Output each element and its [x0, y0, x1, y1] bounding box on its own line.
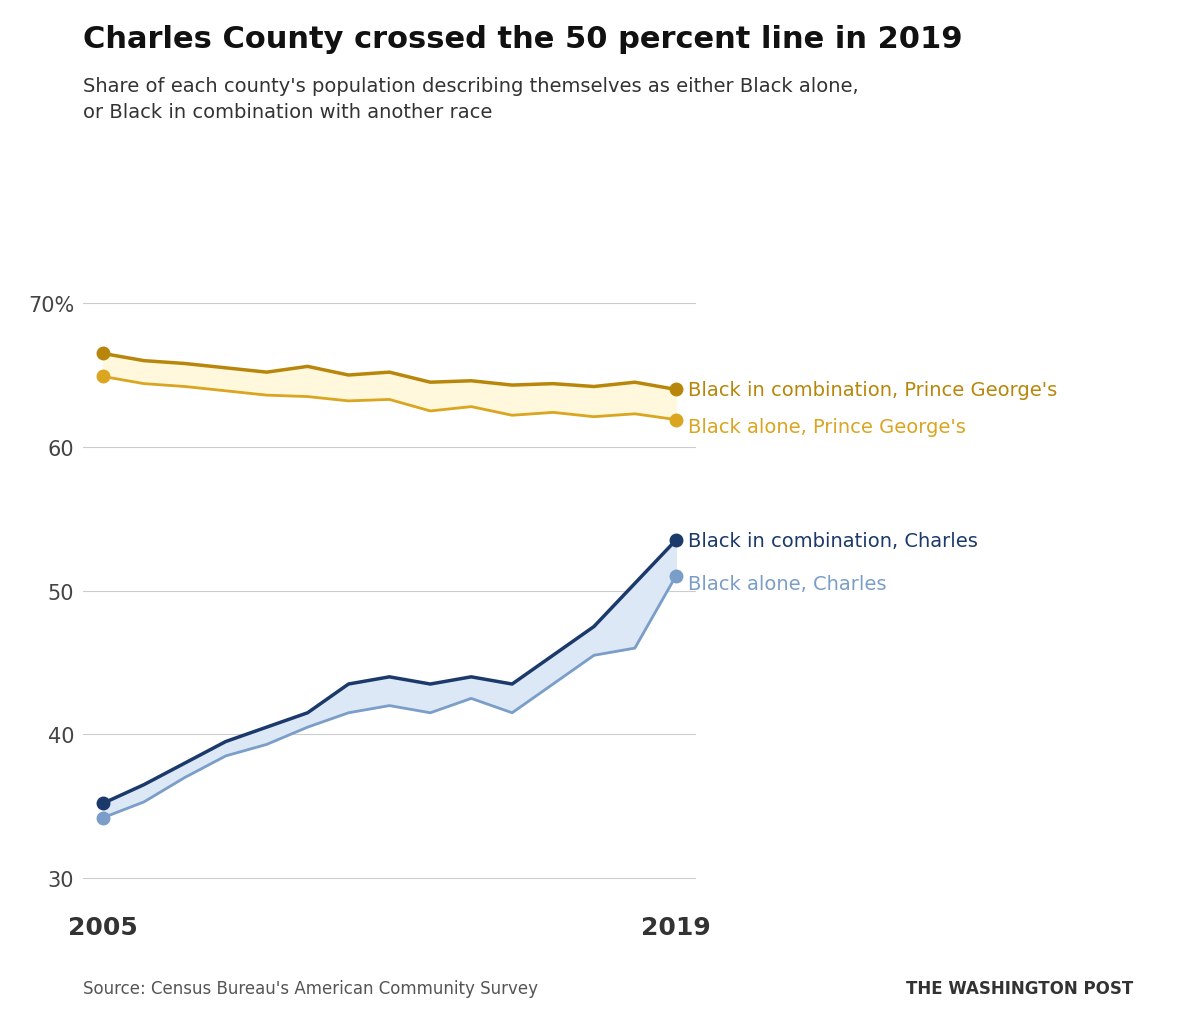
Text: Black in combination, Charles: Black in combination, Charles [688, 531, 978, 550]
Text: Source: Census Bureau's American Community Survey: Source: Census Bureau's American Communi… [83, 978, 538, 997]
Text: Share of each county's population describing themselves as either Black alone,
o: Share of each county's population descri… [83, 76, 858, 122]
Text: Charles County crossed the 50 percent line in 2019: Charles County crossed the 50 percent li… [83, 25, 962, 54]
Text: Black in combination, Prince George's: Black in combination, Prince George's [688, 380, 1057, 399]
Text: THE WASHINGTON POST: THE WASHINGTON POST [905, 978, 1133, 997]
Text: Black alone, Prince George's: Black alone, Prince George's [688, 418, 966, 437]
Text: Black alone, Charles: Black alone, Charles [688, 575, 886, 593]
